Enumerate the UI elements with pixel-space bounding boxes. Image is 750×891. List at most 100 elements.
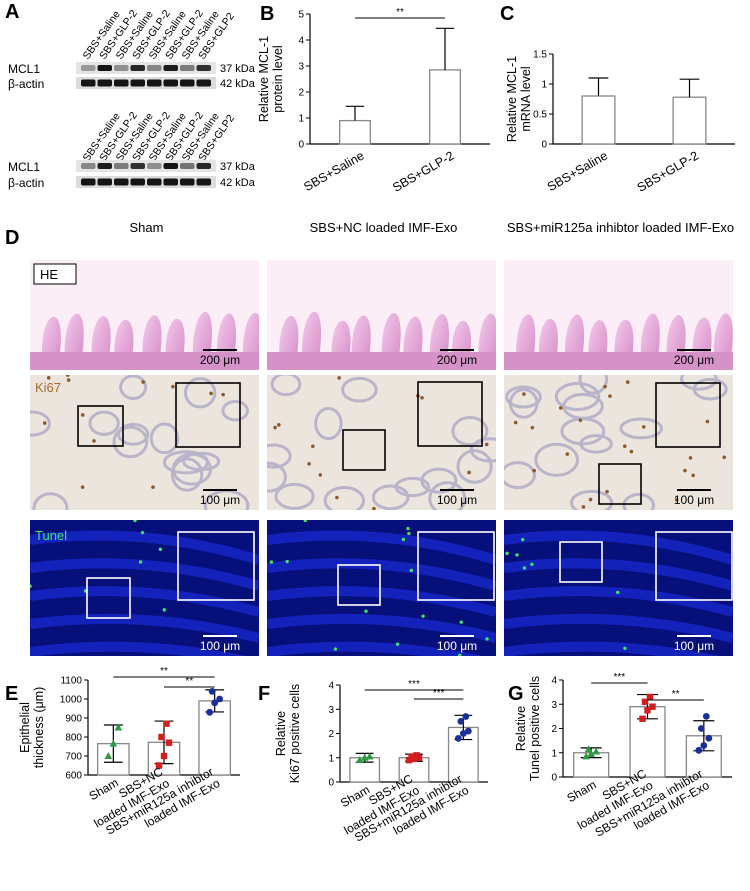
tunel-tissue xyxy=(30,586,259,617)
inset-box xyxy=(598,463,642,505)
inset-box xyxy=(177,531,255,601)
histology-column-header: Sham xyxy=(130,220,164,235)
mcl1-band xyxy=(163,163,178,169)
chart-b: 0 1 2 3 4 5 Relative MCL-1protein level ** SBS+S… xyxy=(257,7,490,195)
y-axis-label: RelativeKi67 positive cells xyxy=(274,684,302,783)
significance-label: ** xyxy=(160,666,168,677)
y-tick-label: 3 xyxy=(328,705,334,716)
significance-label: ** xyxy=(185,676,193,687)
tunel-positive-cell xyxy=(406,526,410,531)
mcl1-band xyxy=(81,163,96,169)
y-tick-label: 1 xyxy=(551,748,557,759)
ki67-positive-cell xyxy=(92,439,96,443)
data-point xyxy=(163,720,170,727)
actin-band xyxy=(180,178,195,186)
panel-letter-f: F xyxy=(258,683,270,705)
row-label-box xyxy=(33,263,77,285)
data-point xyxy=(702,712,710,720)
mcl1-band xyxy=(114,163,129,169)
actin-band xyxy=(81,79,96,87)
kda-label: 42 kDa xyxy=(220,78,256,90)
ki67-crypt xyxy=(428,481,467,510)
tunel-tissue xyxy=(504,613,733,643)
tunel-positive-cell xyxy=(616,590,620,595)
inset-box xyxy=(559,541,603,583)
mcl1-band xyxy=(130,65,145,71)
tunel-positive-cell xyxy=(269,560,274,564)
tunel-positive-cell xyxy=(133,520,137,523)
inset-box xyxy=(655,531,733,601)
ki67-crypt xyxy=(394,476,431,498)
y-tick-label: 1 xyxy=(541,80,547,91)
tunel-tissue xyxy=(267,586,496,617)
tunel-tissue xyxy=(504,530,733,565)
ki67-crypt xyxy=(371,484,410,510)
blot-membrane xyxy=(76,62,216,74)
tunel-tissue xyxy=(267,558,496,591)
ki67-positive-cell xyxy=(484,442,489,447)
histology-image xyxy=(504,260,733,370)
histology-image xyxy=(30,520,259,656)
y-tick-label: 600 xyxy=(65,771,82,782)
ki67-positive-cell xyxy=(565,452,570,456)
ki67-crypt xyxy=(171,452,213,486)
actin-band xyxy=(147,178,162,186)
data-point xyxy=(464,727,472,735)
y-tick-label: 1 xyxy=(328,753,334,764)
y-tick-label: 800 xyxy=(65,733,82,744)
y-tick-label: 1 xyxy=(298,114,304,125)
tunel-positive-cell xyxy=(485,637,489,641)
actin-band xyxy=(130,79,145,87)
panel-letter-g: G xyxy=(508,683,524,705)
ki67-positive-cell xyxy=(691,473,695,478)
histology-column-header: SBS+miR125a inhibtor loaded IMF-Exo xyxy=(507,220,734,235)
panel-letter-c: C xyxy=(500,3,514,25)
ki67-crypt xyxy=(149,422,180,455)
data-point xyxy=(114,723,123,731)
mcl1-band xyxy=(114,65,129,71)
inset-box xyxy=(655,382,721,448)
actin-band xyxy=(81,178,96,186)
mcl1-band xyxy=(81,65,96,71)
ki67-positive-cell xyxy=(80,413,85,417)
histology-image xyxy=(504,375,733,510)
ki67-crypt xyxy=(32,492,69,510)
ki67-crypt xyxy=(579,434,613,454)
data-point xyxy=(705,734,713,742)
ki67-positive-cell xyxy=(141,380,145,384)
data-point xyxy=(641,698,649,706)
ki67-positive-cell xyxy=(513,420,518,425)
panel-letter-d: D xyxy=(5,227,19,249)
histology-image xyxy=(30,375,259,510)
ki67-positive-cell xyxy=(674,498,679,502)
data-point xyxy=(454,734,462,742)
actin-band xyxy=(163,79,178,87)
data-point xyxy=(104,752,113,759)
y-tick-label: 0.5 xyxy=(533,110,547,121)
bar xyxy=(672,96,707,145)
data-point xyxy=(697,725,705,732)
tunel-positive-cell xyxy=(530,562,534,566)
y-tick-label: 2 xyxy=(298,88,304,99)
ki67-crypt xyxy=(314,406,343,441)
data-point xyxy=(165,739,173,746)
tunel-positive-cell xyxy=(158,547,163,551)
ki67-positive-cell xyxy=(171,384,175,389)
scale-bar-label: 200 μm xyxy=(437,353,477,367)
tunel-tissue xyxy=(30,558,259,591)
data-point xyxy=(700,742,708,749)
y-tick-label: 1000 xyxy=(60,695,83,706)
blot-row-label: β-actin xyxy=(8,176,44,190)
ki67-crypt xyxy=(578,375,609,395)
tunel-positive-cell xyxy=(521,537,525,542)
significance-label: *** xyxy=(408,679,420,690)
data-point xyxy=(355,756,364,764)
ki67-positive-cell xyxy=(558,406,563,410)
ki67-positive-cell xyxy=(221,392,225,397)
ki67-positive-cell xyxy=(209,391,213,396)
actin-band xyxy=(97,178,112,186)
data-point xyxy=(155,762,163,769)
tunel-positive-cell xyxy=(458,653,462,656)
